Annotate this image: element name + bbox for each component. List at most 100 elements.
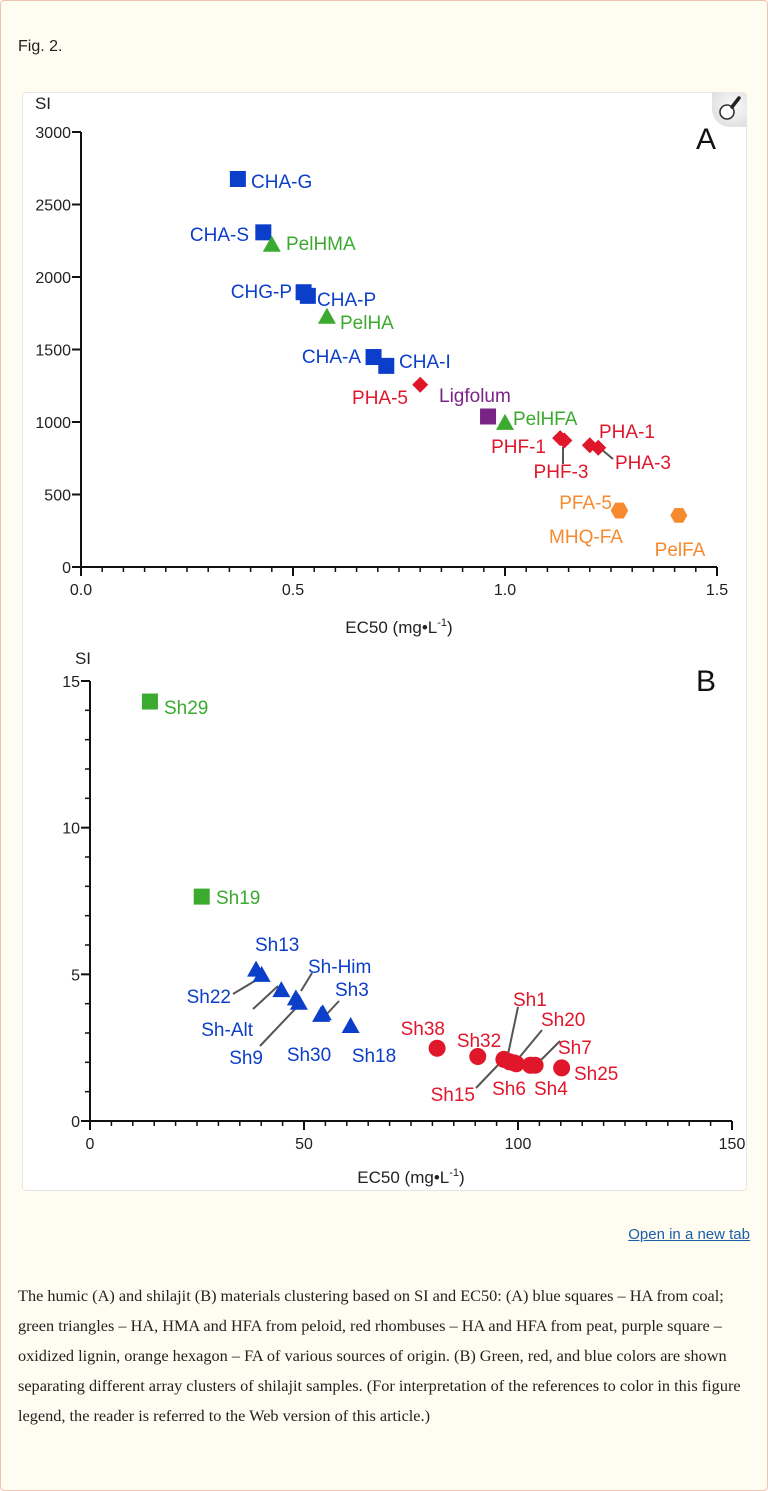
point-label: Sh3 <box>335 980 369 1001</box>
point-label: MHQ-FA <box>549 527 623 548</box>
y-axis-label: SI <box>35 94 51 113</box>
point-label: Sh6 <box>492 1079 526 1100</box>
point-Sh-Alt <box>272 981 291 998</box>
point-label: PHA-3 <box>615 453 671 474</box>
point-PelHMA <box>262 235 281 252</box>
point-CHA-P <box>299 287 316 304</box>
point-label: Sh19 <box>216 888 260 909</box>
leader-line <box>539 1040 561 1062</box>
point-label: Sh13 <box>255 935 299 956</box>
y-tick-label: 2500 <box>35 198 71 215</box>
scatter-charts: 0.0 0.5 1.0 1.5050010001500200025003000SIEC… <box>35 94 745 1187</box>
point-label: Sh22 <box>187 987 231 1008</box>
point-Ligfolum <box>480 408 497 425</box>
y-tick-label: 500 <box>44 488 71 505</box>
open-in-new-tab-link[interactable]: Open in a new tab <box>628 1226 750 1243</box>
point-Sh19 <box>193 888 210 905</box>
point-Sh3 <box>313 1004 332 1021</box>
point-label: PelHFA <box>513 409 578 430</box>
point-CHA-I <box>378 357 395 374</box>
point-label: Sh1 <box>513 990 547 1011</box>
point-label: Sh-Him <box>308 957 371 978</box>
point-label: PFA-5 <box>559 493 612 514</box>
point-label: Sh38 <box>401 1019 445 1040</box>
y-tick-label: 1500 <box>35 343 71 360</box>
figure-image-frame[interactable] <box>22 92 747 1191</box>
point-label: Sh18 <box>352 1046 396 1067</box>
point-Sh22 <box>252 965 271 982</box>
y-tick-label: 0 <box>62 560 71 577</box>
y-tick-label: 0 <box>71 1114 80 1131</box>
point-Sh7 <box>526 1056 544 1074</box>
point-label: CHA-P <box>317 290 376 311</box>
panel-label: A <box>696 123 716 156</box>
leader-line <box>252 985 279 1010</box>
y-tick-label: 1000 <box>35 415 71 432</box>
point-PelHFA <box>496 413 514 430</box>
point-label: Sh30 <box>287 1045 331 1066</box>
point-label: CHA-A <box>302 347 361 368</box>
point-Sh9 <box>289 993 308 1010</box>
y-tick-label: 5 <box>71 967 80 984</box>
chart-B: 0 50 100 150 0 5 10 15 SI EC50 (mg•L-1) B Sh29 Sh19 S… <box>62 649 745 1187</box>
y-tick-label: 15 <box>62 674 80 691</box>
leader-line <box>506 1006 519 1060</box>
point-label: PelHA <box>340 313 394 334</box>
y-tick-label: 2000 <box>35 270 71 287</box>
point-label: PHA-5 <box>352 388 408 409</box>
x-axis-label: EC50 (mg•L-1) <box>345 617 452 637</box>
point-label: Sh4 <box>534 1079 568 1100</box>
point-Sh25 <box>553 1059 571 1077</box>
point-Sh29 <box>141 693 158 710</box>
y-tick-label: 3000 <box>35 125 71 142</box>
y-axis-label: SI <box>75 649 91 668</box>
x-tick-label: 1.0 <box>494 582 516 599</box>
x-tick-label: 0 <box>86 1136 95 1153</box>
point-CHA-A <box>365 349 382 366</box>
point-label: Sh15 <box>431 1085 475 1106</box>
point-label: Sh25 <box>574 1064 618 1085</box>
point-label: CHG-P <box>231 282 292 303</box>
point-label: PHF-1 <box>491 437 546 458</box>
x-axis-label: EC50 (mg•L-1) <box>357 1167 464 1187</box>
point-label: Ligfolum <box>439 386 511 407</box>
leader-line <box>300 972 313 992</box>
point-label: Sh7 <box>558 1038 592 1059</box>
point-label: Sh-Alt <box>201 1020 253 1041</box>
panel-label: B <box>696 665 716 698</box>
x-tick-label: 0.0 <box>70 582 92 599</box>
leader-line <box>517 1029 543 1060</box>
figure-caption: The humic (A) and shilajit (B) materials… <box>18 1286 741 1425</box>
point-PelFA <box>670 508 688 523</box>
figure-title: Fig. 2. <box>18 38 63 55</box>
point-PHA-5 <box>412 376 429 393</box>
x-tick-label: 1.5 <box>706 582 728 599</box>
point-Sh38 <box>428 1039 446 1057</box>
magnifier-icon <box>719 96 741 120</box>
point-label: CHA-G <box>251 172 312 193</box>
point-label: PHF-3 <box>534 462 589 483</box>
x-tick-label: 50 <box>295 1136 313 1153</box>
zoom-button[interactable] <box>712 92 747 127</box>
y-tick-label: 10 <box>62 821 80 838</box>
point-label: CHA-I <box>399 352 451 373</box>
point-label: Sh20 <box>541 1010 585 1031</box>
point-PHA-3 <box>590 439 607 456</box>
point-label: PelHMA <box>286 234 356 255</box>
point-Sh32 <box>469 1047 487 1065</box>
point-label: Sh32 <box>457 1031 501 1052</box>
point-Sh18 <box>341 1016 360 1033</box>
leader-line <box>475 1064 499 1089</box>
x-tick-label: 100 <box>505 1136 532 1153</box>
point-label: Sh9 <box>229 1048 263 1069</box>
leader-line <box>259 1006 298 1047</box>
point-PHF-3 <box>556 432 573 449</box>
point-CHA-S <box>255 224 272 241</box>
point-label: PelFA <box>655 540 706 561</box>
point-label: Sh29 <box>164 698 208 719</box>
x-tick-label: 0.5 <box>282 582 304 599</box>
point-Sh20 <box>507 1055 525 1073</box>
point-label: CHA-S <box>190 225 249 246</box>
chart-A: 0.0 0.5 1.0 1.5 0 500 1000 1500 2000 2500 3000 SI EC… <box>35 94 728 637</box>
